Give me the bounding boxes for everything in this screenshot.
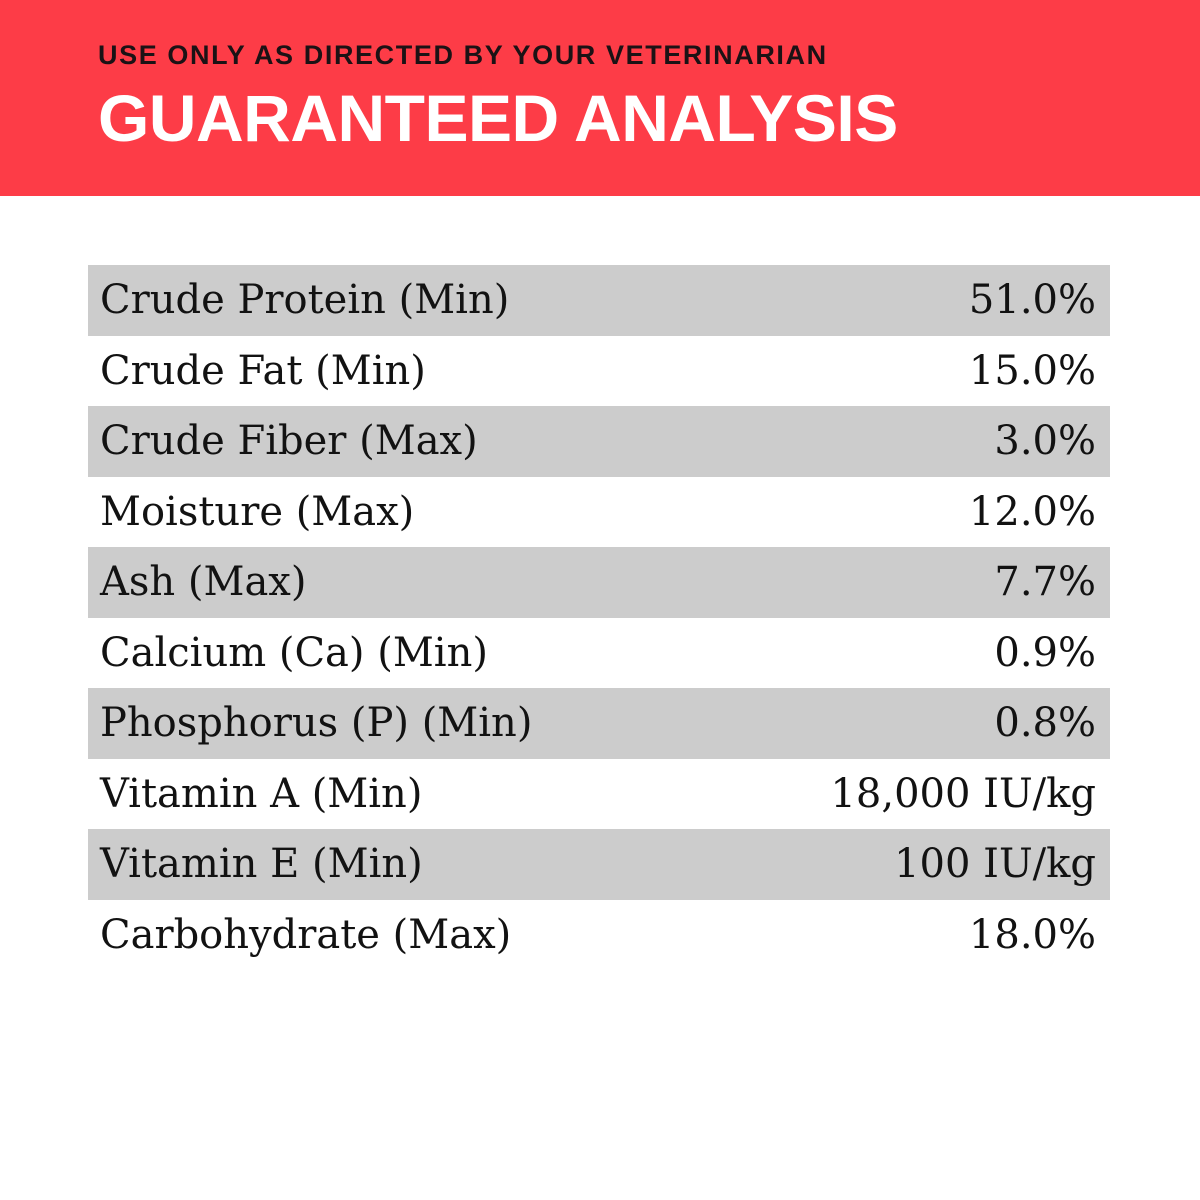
nutrient-value: 15.0% bbox=[968, 347, 1096, 394]
nutrient-value: 3.0% bbox=[994, 418, 1096, 465]
nutrient-label: Calcium (Ca) (Min) bbox=[100, 629, 488, 676]
table-row: Crude Fat (Min) 15.0% bbox=[88, 335, 1110, 406]
nutrient-value: 7.7% bbox=[994, 559, 1096, 606]
nutrient-label: Vitamin A (Min) bbox=[100, 770, 423, 817]
table-row: Crude Protein (Min) 51.0% bbox=[88, 265, 1110, 336]
table-row: Carbohydrate (Max) 18.0% bbox=[88, 899, 1110, 970]
nutrient-value: 12.0% bbox=[968, 488, 1096, 535]
table-row: Phosphorus (P) (Min) 0.8% bbox=[88, 688, 1110, 759]
nutrient-label: Crude Fiber (Max) bbox=[100, 418, 478, 465]
table-row: Vitamin E (Min) 100 IU/kg bbox=[88, 829, 1110, 900]
table-row: Ash (Max) 7.7% bbox=[88, 547, 1110, 618]
header-banner: USE ONLY AS DIRECTED BY YOUR VETERINARIA… bbox=[0, 0, 1200, 196]
table-row: Moisture (Max) 12.0% bbox=[88, 476, 1110, 547]
table-row: Vitamin A (Min) 18,000 IU/kg bbox=[88, 758, 1110, 829]
nutrient-value: 51.0% bbox=[968, 277, 1096, 324]
page-title: GUARANTEED ANALYSIS bbox=[98, 81, 898, 155]
nutrient-value: 100 IU/kg bbox=[894, 841, 1096, 888]
nutrient-value: 18,000 IU/kg bbox=[830, 770, 1096, 817]
nutrient-value: 0.9% bbox=[994, 629, 1096, 676]
nutrient-label: Ash (Max) bbox=[100, 559, 307, 606]
guaranteed-analysis-table: Crude Protein (Min) 51.0% Crude Fat (Min… bbox=[88, 265, 1110, 970]
nutrient-label: Vitamin E (Min) bbox=[100, 841, 423, 888]
veterinarian-directive-text: USE ONLY AS DIRECTED BY YOUR VETERINARIA… bbox=[98, 40, 828, 70]
nutrient-label: Crude Fat (Min) bbox=[100, 347, 426, 394]
nutrient-label: Phosphorus (P) (Min) bbox=[100, 700, 533, 747]
nutrient-value: 0.8% bbox=[994, 700, 1096, 747]
nutrient-label: Moisture (Max) bbox=[100, 488, 415, 535]
nutrient-label: Crude Protein (Min) bbox=[100, 277, 510, 324]
nutrient-label: Carbohydrate (Max) bbox=[100, 911, 512, 958]
nutrient-value: 18.0% bbox=[968, 911, 1096, 958]
table-row: Calcium (Ca) (Min) 0.9% bbox=[88, 617, 1110, 688]
table-row: Crude Fiber (Max) 3.0% bbox=[88, 406, 1110, 477]
